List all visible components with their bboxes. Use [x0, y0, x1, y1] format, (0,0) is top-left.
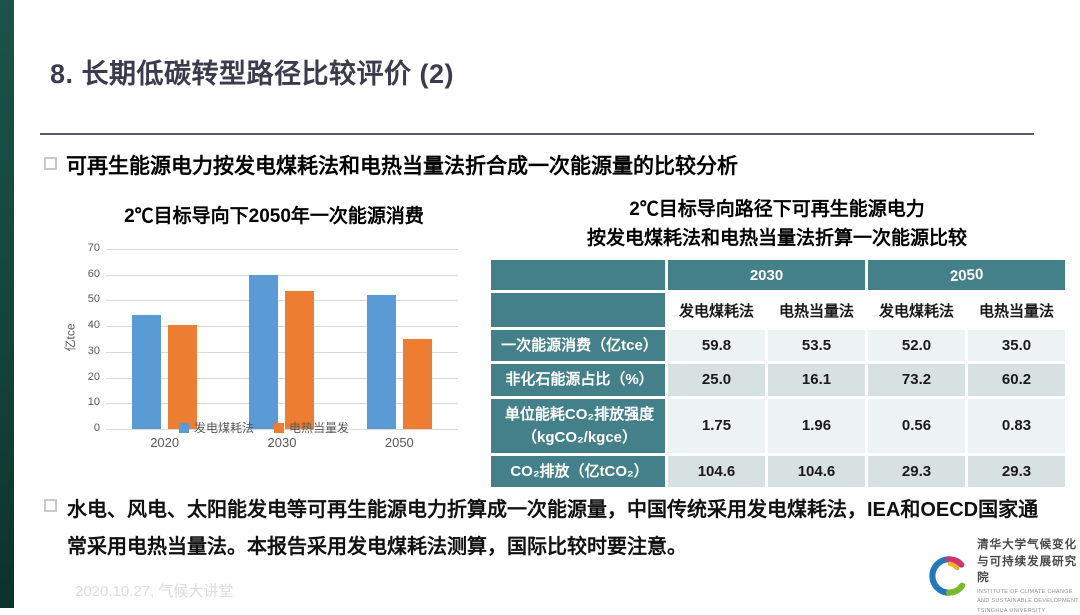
value-cell: 25.0 [668, 364, 765, 396]
bar-电热当量发-2030 [285, 291, 315, 429]
value-cell: 73.2 [868, 364, 965, 396]
bar-group-2030 [223, 249, 340, 429]
logo-text: 清华大学气候变化 与可持续发展研究院 INSTITUTE OF CLIMATE … [977, 537, 1080, 615]
logo-cn-line2: 与可持续发展研究院 [977, 555, 1078, 585]
table-header-methods: 发电煤耗法 电热当量法 发电煤耗法 电热当量法 [491, 293, 1065, 327]
value-cell: 16.1 [768, 364, 865, 396]
value-cell: 1.96 [768, 398, 865, 453]
y-tick-label: 0 [93, 422, 100, 434]
page-title: 8. 长期低碳转型路径比较评价 (2) [50, 59, 455, 89]
value-cell: 52.0 [868, 330, 965, 362]
chart-title: 2℃目标导向下2050年一次能源消费 [124, 206, 424, 227]
value-cell: 104.6 [768, 456, 865, 488]
section-heading: 可再生能源电力按发电煤耗法和电热当量法折合成一次能源量的比较分析 [44, 150, 738, 180]
square-bullet-icon [44, 499, 57, 512]
logo-cn-line1: 清华大学气候变化 [977, 539, 1078, 551]
gridline [106, 351, 458, 353]
y-tick-label: 20 [87, 370, 100, 383]
gridline [106, 249, 458, 250]
gridline [106, 377, 458, 379]
section-heading-text: 可再生能源电力按发电煤耗法和电热当量法折合成一次能源量的比较分析 [66, 155, 738, 178]
year-header-2030-text: 2030 [749, 266, 784, 284]
bottom-note: 水电、风电、太阳能发电等可再生能源电力折算成一次能源量，中国传统采用发电煤耗法，… [44, 492, 1046, 566]
y-tick-label: 40 [87, 319, 100, 332]
value-cell: 59.8 [668, 330, 765, 362]
table-row: 一次能源消费（亿tce） 59.8 53.5 52.0 35.0 [491, 330, 1065, 362]
chart-legend: 发电煤耗法 电热当量发 [58, 419, 470, 436]
table-corner-cell-2 [491, 293, 665, 327]
gridline [106, 300, 458, 302]
legend-item-发电煤耗法: 发电煤耗法 [178, 419, 254, 436]
row-label-cell: 单位能耗CO₂排放强度 （kgCO₂/kgce） [491, 398, 665, 453]
square-bullet-icon [44, 157, 57, 170]
table-row: CO₂排放（亿tCO₂） 104.6 104.6 29.3 29.3 [491, 456, 1065, 488]
bar-电热当量发-2050 [402, 339, 432, 429]
y-tick-label: 30 [87, 344, 100, 357]
gridline [106, 403, 458, 405]
y-axis-label: 亿tce [63, 323, 78, 352]
method-header-cell: 发电煤耗法 [868, 293, 965, 327]
legend-label: 发电煤耗法 [193, 421, 254, 435]
method-header-cell: 电热当量法 [968, 293, 1065, 327]
legend-swatch-icon [178, 422, 189, 433]
method-header-cell: 电热当量法 [768, 293, 865, 327]
method-header-cell: 发电煤耗法 [668, 293, 765, 327]
bar-chart: 2℃目标导向下2050年一次能源消费 亿tce 0 10 20 30 40 50 60 70 2… [58, 201, 470, 491]
logo-swirl-icon [929, 556, 966, 596]
x-tick-label: 2030 [267, 435, 297, 450]
chart-plot-area: 亿tce 0 10 20 30 40 50 60 70 2020 2030 2050 [64, 242, 458, 450]
table-title-line2: 按发电煤耗法和电热当量法折算一次能源比较 [586, 227, 967, 249]
value-cell: 0.83 [968, 398, 1065, 453]
logo-en-line1: INSTITUTE OF CLIMATE CHANGE [977, 589, 1073, 596]
left-accent-strip [0, 0, 14, 608]
y-tick-label: 10 [87, 396, 100, 409]
value-cell: 60.2 [968, 364, 1065, 396]
y-tick-label: 60 [87, 267, 100, 280]
table-header-years: 2030 2050 [491, 260, 1065, 290]
bar-发电煤耗法-2020 [132, 314, 162, 429]
value-cell: 35.0 [968, 330, 1065, 362]
bar-电热当量发-2020 [168, 324, 198, 429]
logo-en-line2: AND SUSTAINABLE DEVELOPMENT [977, 598, 1079, 605]
value-cell: 0.56 [868, 398, 965, 453]
bar-发电煤耗法-2050 [366, 295, 396, 429]
x-tick-label: 2020 [150, 435, 180, 450]
footer-date: 2020.10.27, 气候大讲堂 [75, 583, 234, 600]
year-header-2050: 2050 [868, 260, 1065, 290]
gridline [106, 326, 458, 328]
x-tick-label: 2050 [384, 435, 414, 450]
title-divider [40, 133, 1034, 135]
table-title: 2℃目标导向路径下可再生能源电力 按发电煤耗法和电热当量法折算一次能源比较 [488, 196, 1066, 253]
legend-item-电热当量发: 电热当量发 [274, 419, 349, 436]
comparison-table: 2030 2050 发电煤耗法 电热当量法 发电煤耗法 电热当量法 一次能源消费（亿t… [488, 257, 1066, 490]
value-cell: 104.6 [668, 456, 765, 488]
table-row: 单位能耗CO₂排放强度 （kgCO₂/kgce） 1.75 1.96 0.56 0.83 [491, 398, 1065, 453]
gridline [106, 274, 458, 276]
table-title-line1: 2℃目标导向路径下可再生能源电力 [629, 199, 925, 220]
bar-发电煤耗法-2030 [249, 275, 279, 429]
legend-swatch-icon [274, 422, 284, 433]
bottom-note-text: 水电、风电、太阳能发电等可再生能源电力折算成一次能源量，中国传统采用发电煤耗法，… [67, 499, 1039, 558]
bar-group-2050 [341, 249, 458, 429]
row-label-cell: 非化石能源占比（%） [491, 364, 665, 396]
value-cell: 29.3 [968, 456, 1065, 488]
value-cell: 29.3 [868, 456, 965, 488]
year-header-2030: 2030 [668, 260, 865, 290]
legend-label: 电热当量发 [289, 421, 350, 435]
bar-group-2020 [106, 249, 223, 429]
year-header-2050-text: 2050 [949, 265, 984, 285]
value-cell: 1.75 [668, 398, 765, 453]
row-label-cell: 一次能源消费（亿tce） [491, 330, 665, 362]
table-row: 非化石能源占比（%） 25.0 16.1 73.2 60.2 [491, 364, 1065, 396]
y-tick-label: 70 [87, 242, 100, 254]
table-corner-cell [491, 260, 665, 290]
value-cell: 53.5 [768, 330, 865, 362]
row-label-cell: CO₂排放（亿tCO₂） [491, 456, 665, 488]
institute-logo: 清华大学气候变化 与可持续发展研究院 INSTITUTE OF CLIMATE … [928, 537, 1080, 615]
y-tick-label: 50 [87, 293, 100, 306]
